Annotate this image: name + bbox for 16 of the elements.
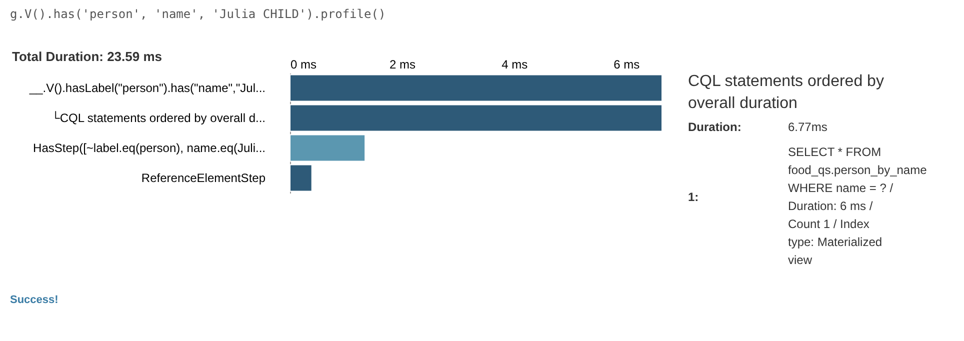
x-tick-label: 4 ms [502,58,528,72]
y-tick-label: __.V().hasLabel("person").has("name","Jul... [28,81,266,95]
text: Total Duration: 23.59 ms [12,49,162,64]
text: Success! [10,294,58,306]
y-tick-label: └CQL statements ordered by overall d... [51,111,266,125]
text: 1: [688,190,699,204]
text: 6.77ms [788,120,828,134]
text: CQL statements ordered by overall duration [688,73,884,112]
y-tick-label: ReferenceElementStep [141,171,266,185]
text: SELECT * FROM food_qs.person_by_name WHERE name = ? / Duration: 6 ms / Count 1 / Index type: Materialized view [788,145,928,267]
text: g.V().has('person', 'name', 'Julia CHILD').profile() [10,7,386,21]
y-tick-label: HasStep([~label.eq(person), name.eq(Juli... [33,141,266,155]
x-tick-label: 0 ms [290,58,317,72]
text: Duration: [688,120,742,134]
x-tick-label: 2 ms [390,58,416,72]
x-tick-label: 6 ms [614,58,640,72]
